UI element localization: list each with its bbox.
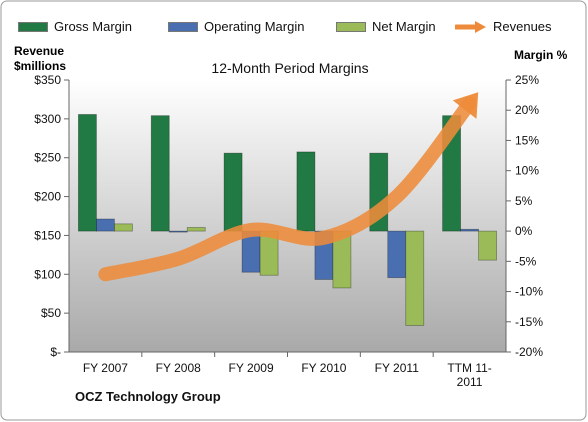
right-tick-label: 0% — [515, 224, 533, 238]
left-axis-title-line2: $millions — [14, 59, 67, 73]
right-tick-label: 5% — [515, 194, 533, 208]
legend-item-operating-margin: Operating Margin — [168, 18, 304, 34]
x-tick-label: TTM 11- — [447, 361, 491, 375]
operating-margin-bar — [168, 230, 188, 233]
left-tick-label: $150 — [34, 228, 61, 242]
operating-margin-swatch — [168, 21, 198, 32]
gross-margin-bar — [223, 152, 243, 232]
right-axis-title: Margin % — [514, 48, 568, 62]
legend-label-gross-margin: Gross Margin — [54, 19, 133, 35]
legend-item-revenues: Revenues — [453, 18, 552, 35]
gross-margin-swatch — [18, 21, 48, 32]
gross-margin-bar — [78, 114, 97, 232]
legend-label-operating-margin: Operating Margin — [204, 19, 305, 35]
left-axis-title: Revenue $millions — [14, 44, 66, 74]
revenues-line — [98, 96, 477, 282]
legend-item-net-margin: Net Margin — [336, 18, 436, 34]
operating-margin-bar — [96, 218, 115, 232]
gross-margin-bar — [150, 115, 170, 232]
x-tick-label: FY 2008 — [156, 361, 201, 375]
right-tick-label: -20% — [515, 345, 543, 359]
net-margin-bar — [405, 230, 425, 326]
net-margin-bar — [478, 230, 497, 261]
left-axis-title-line1: Revenue — [14, 44, 65, 58]
legend-label-net-margin: Net Margin — [372, 19, 436, 35]
revenues-arrow-swatch — [453, 20, 486, 33]
legend-label-revenues: Revenues — [493, 19, 552, 35]
net-margin-bar — [186, 227, 206, 232]
plot-area — [69, 80, 506, 352]
x-tick-label: FY 2007 — [83, 361, 128, 375]
left-tick-label: $- — [50, 345, 61, 359]
x-tick-label: 2011 — [457, 375, 483, 389]
left-tick-label: $200 — [34, 190, 61, 204]
revenues-arrowhead — [452, 92, 479, 119]
x-tick-label: FY 2009 — [229, 361, 274, 375]
left-tick-label: $100 — [34, 267, 61, 281]
operating-margin-bar — [387, 230, 407, 279]
right-tick-label: -10% — [515, 285, 543, 299]
left-tick-label: $250 — [34, 151, 61, 165]
chart-title: 12-Month Period Margins — [211, 60, 369, 76]
operating-margin-bar — [460, 228, 479, 232]
gross-margin-bar — [296, 151, 316, 232]
x-tick-label: FY 2011 — [375, 361, 420, 375]
net-margin-swatch — [336, 21, 366, 32]
legend: Gross Margin Operating Margin Net Margin… — [0, 8, 588, 36]
left-tick-label: $350 — [34, 73, 61, 87]
company-name: OCZ Technology Group — [75, 389, 221, 404]
right-tick-label: 10% — [515, 164, 539, 178]
left-tick-label: $50 — [41, 306, 61, 320]
right-tick-label: -5% — [515, 254, 537, 268]
right-tick-label: 20% — [515, 103, 539, 117]
right-tick-label: -15% — [515, 315, 543, 329]
right-tick-label: 25% — [515, 73, 539, 87]
left-tick-label: $300 — [34, 112, 61, 126]
right-tick-label: 15% — [515, 133, 539, 147]
x-tick-label: FY 2010 — [301, 361, 346, 375]
net-margin-bar — [114, 223, 133, 232]
legend-item-gross-margin: Gross Margin — [18, 18, 132, 34]
